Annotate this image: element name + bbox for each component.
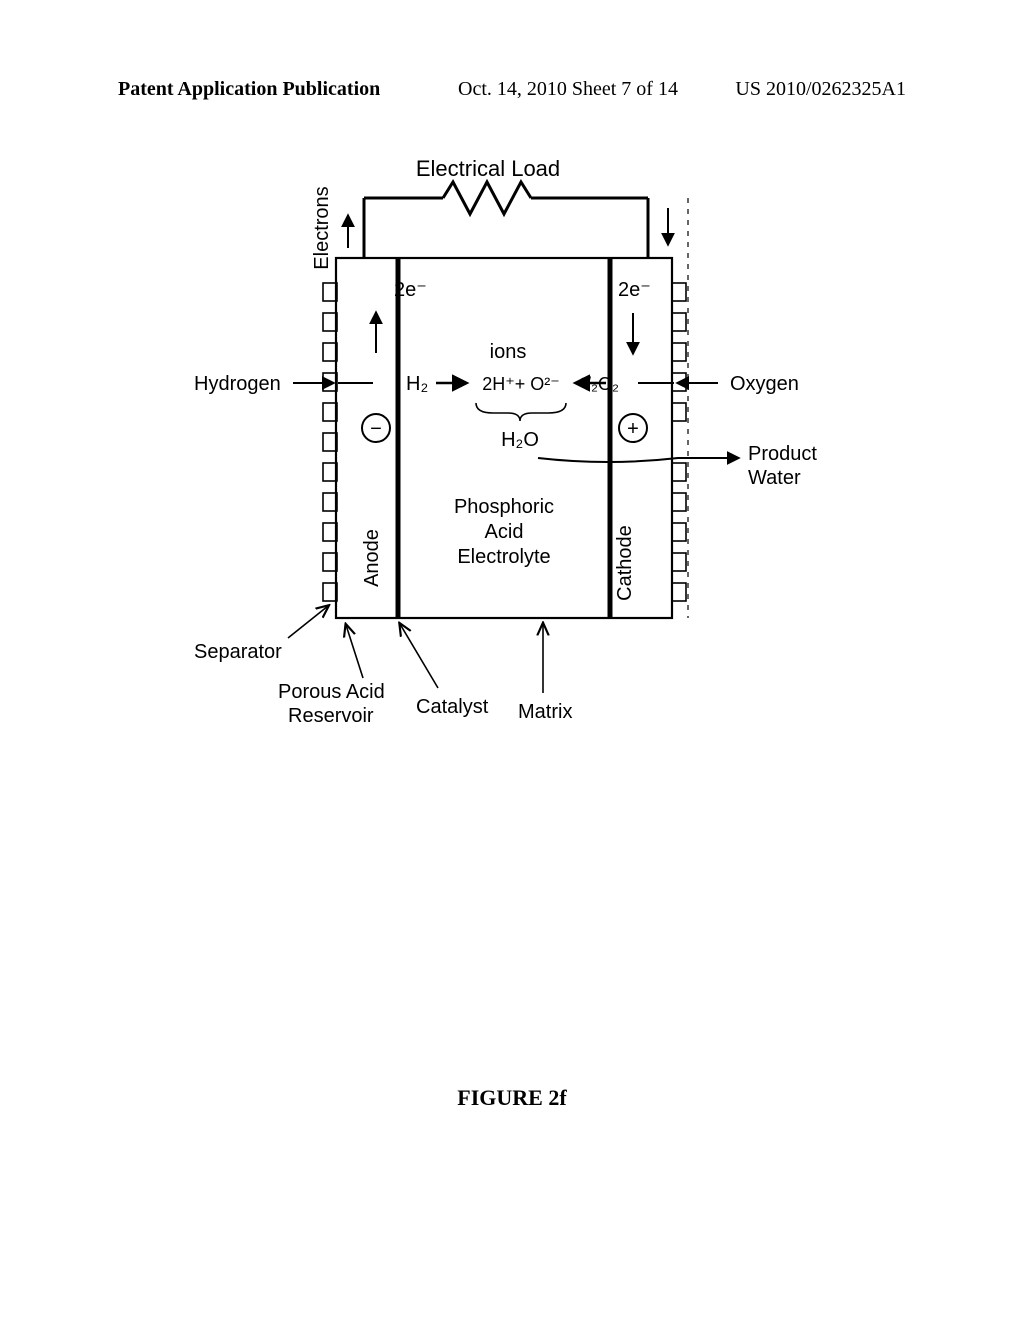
matrix-label: Matrix [518, 701, 572, 723]
separator-right-channels [672, 283, 686, 601]
separator-label: Separator [194, 641, 282, 663]
reaction-center-label: 2H⁺+ O²⁻ [482, 374, 560, 394]
acid-label: Acid [485, 521, 524, 543]
brace-icon [476, 403, 566, 421]
header-mid: Oct. 14, 2010 Sheet 7 of 14 [458, 78, 678, 101]
half-o2-label: ¹/₂O₂ [580, 374, 619, 394]
plus-sign: + [627, 418, 639, 440]
cathode-label: Cathode [614, 525, 636, 601]
product-label: Product [748, 443, 817, 465]
catalyst-pointer [400, 624, 438, 688]
ions-label: ions [490, 341, 527, 363]
oxygen-label: Oxygen [730, 373, 799, 395]
porous-acid-label: Porous Acid [278, 681, 385, 703]
product-water-arrow [538, 458, 738, 462]
water-label: Water [748, 467, 801, 489]
minus-sign: − [370, 418, 382, 440]
page: Patent Application Publication Oct. 14, … [0, 0, 1024, 1320]
h2-label: H₂ [406, 373, 428, 395]
two-e-left-label: 2e⁻ [394, 279, 427, 301]
h2o-label: H₂O [501, 429, 539, 451]
reservoir-label: Reservoir [288, 705, 374, 727]
phosphoric-label: Phosphoric [454, 496, 554, 518]
catalyst-label: Catalyst [416, 696, 489, 718]
header-right: US 2010/0262325A1 [735, 78, 906, 101]
fuel-cell-diagram: Electrical Load Electrons 2e⁻ 2e⁻ ions H… [178, 158, 858, 748]
electrons-label: Electrons [311, 186, 333, 269]
two-e-right-label: 2e⁻ [618, 279, 651, 301]
figure-caption: FIGURE 2f [0, 1085, 1024, 1111]
anode-label: Anode [361, 529, 383, 587]
electrical-load-label: Electrical Load [416, 158, 560, 181]
resistor-icon [443, 182, 531, 214]
separator-pointer [288, 606, 328, 638]
header-left: Patent Application Publication [118, 78, 380, 101]
hydrogen-label: Hydrogen [194, 373, 281, 395]
electrolyte-label: Electrolyte [457, 546, 550, 568]
reservoir-pointer [346, 625, 363, 678]
